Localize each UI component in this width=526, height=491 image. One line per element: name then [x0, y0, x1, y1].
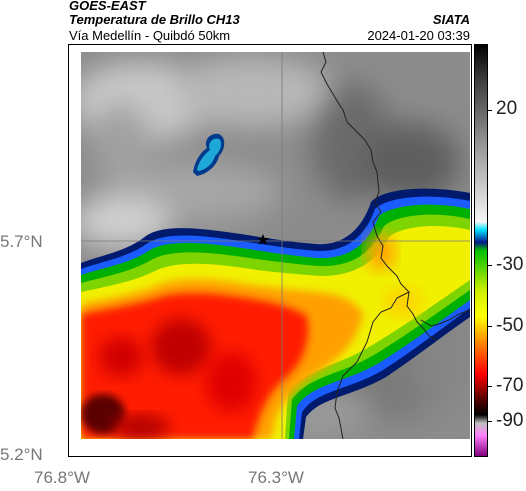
longitude-label: 76.8°W — [34, 468, 90, 487]
graticule — [81, 52, 470, 439]
isolated-cloud — [193, 133, 225, 176]
colorbar-tick — [487, 326, 492, 327]
colorbar-label: -30 — [496, 254, 524, 275]
location-star-icon — [257, 234, 269, 245]
colorbar-tick — [487, 110, 492, 111]
colorbar-label: -90 — [496, 410, 524, 431]
brightness-temperature-map — [81, 52, 470, 439]
colorbar-label: 20 — [496, 98, 518, 119]
region-subtitle: Vía Medellín - Quibdó 50km — [69, 28, 231, 43]
colorbar-tick — [487, 421, 492, 422]
colorbar-tick — [487, 265, 492, 266]
department-boundaries — [320, 52, 470, 439]
longitude-label: 76.3°W — [248, 468, 304, 487]
latitude-label: 5.7°N — [0, 232, 43, 251]
organization-label: SIATA — [432, 12, 470, 27]
convective-band — [81, 188, 470, 439]
satellite-title: GOES-EAST — [69, 0, 146, 13]
map-frame — [68, 44, 472, 457]
timestamp-label: 2024-01-20 03:39 — [367, 28, 470, 43]
latitude-label: 5.2°N — [0, 445, 43, 464]
colorbar-label: -50 — [496, 315, 524, 336]
product-title: Temperatura de Brillo CH13 — [69, 12, 240, 27]
colorbar-label: -70 — [496, 375, 524, 396]
colorbar-tick — [487, 386, 492, 387]
colorbar — [474, 44, 488, 457]
